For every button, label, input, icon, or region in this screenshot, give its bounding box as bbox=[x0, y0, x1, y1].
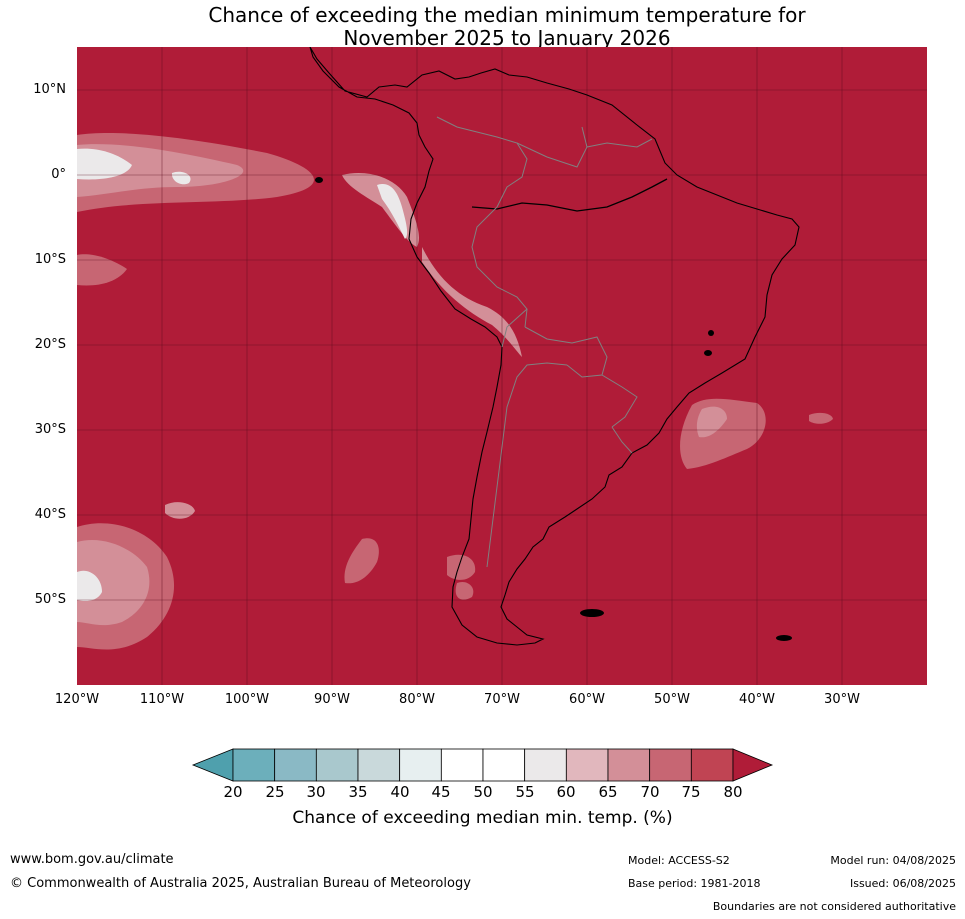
lon-label: 40°W bbox=[739, 692, 775, 707]
lat-label: 0° bbox=[51, 167, 66, 182]
lon-label: 50°W bbox=[654, 692, 690, 707]
colorbar-tick: 30 bbox=[306, 783, 326, 801]
boundaries-disclaimer: Boundaries are not considered authoritat… bbox=[712, 900, 956, 913]
colorbar-cell bbox=[524, 748, 567, 782]
colorbar-cell bbox=[357, 748, 401, 782]
south-america-coastline bbox=[309, 47, 800, 646]
colorbar bbox=[190, 745, 775, 785]
model-name: Model: ACCESS-S2 bbox=[628, 854, 730, 867]
colorbar-high-extend bbox=[732, 748, 774, 782]
colorbar-cell bbox=[565, 748, 609, 782]
islands bbox=[315, 177, 792, 641]
lon-label: 90°W bbox=[314, 692, 350, 707]
amazon-river bbox=[471, 178, 668, 212]
colorbar-cell bbox=[690, 748, 734, 782]
title-line-2: November 2025 to January 2026 bbox=[343, 26, 671, 50]
lon-label: 70°W bbox=[484, 692, 520, 707]
colorbar-cell bbox=[607, 748, 651, 782]
colorbar-cell bbox=[482, 748, 526, 782]
colorbar-tick: 60 bbox=[556, 783, 576, 801]
colorbar-tick: 55 bbox=[515, 783, 535, 801]
lon-label: 120°W bbox=[54, 692, 100, 707]
colorbar-cell bbox=[440, 748, 484, 782]
website-link[interactable]: www.bom.gov.au/climate bbox=[10, 852, 174, 867]
map-area bbox=[77, 47, 927, 685]
colorbar-tick: 70 bbox=[640, 783, 660, 801]
colorbar-tick: 40 bbox=[390, 783, 410, 801]
colorbar-low-extend bbox=[191, 748, 234, 782]
lat-label: 50°S bbox=[34, 592, 66, 607]
model-run-date: Model run: 04/08/2025 bbox=[830, 854, 956, 867]
colorbar-tick: 80 bbox=[723, 783, 743, 801]
country-borders bbox=[436, 116, 653, 568]
colorbar-cell bbox=[274, 748, 317, 782]
colorbar-svg bbox=[191, 748, 774, 782]
map-canvas bbox=[77, 47, 927, 685]
lon-label: 30°W bbox=[824, 692, 860, 707]
lat-label: 10°N bbox=[33, 82, 66, 97]
base-period: Base period: 1981-2018 bbox=[628, 877, 761, 890]
colorbar-cell bbox=[232, 748, 276, 782]
colorbar-tick: 45 bbox=[431, 783, 451, 801]
copyright-text: © Commonwealth of Australia 2025, Austra… bbox=[10, 876, 471, 891]
colorbar-tick: 35 bbox=[348, 783, 368, 801]
map-title: Chance of exceeding the median minimum t… bbox=[77, 4, 937, 50]
colorbar-cell bbox=[315, 748, 359, 782]
lat-label: 40°S bbox=[34, 507, 66, 522]
colorbar-cell bbox=[649, 748, 692, 782]
colorbar-cell bbox=[399, 748, 442, 782]
lat-label: 20°S bbox=[34, 337, 66, 352]
lon-label: 80°W bbox=[399, 692, 435, 707]
lon-label: 110°W bbox=[139, 692, 185, 707]
colorbar-label: Chance of exceeding median min. temp. (%… bbox=[292, 808, 673, 828]
colorbar-tick: 20 bbox=[223, 783, 243, 801]
issued-date: Issued: 06/08/2025 bbox=[849, 877, 956, 890]
lon-label: 100°W bbox=[224, 692, 270, 707]
title-line-1: Chance of exceeding the median minimum t… bbox=[208, 3, 806, 27]
lat-label: 10°S bbox=[34, 252, 66, 267]
colorbar-tick: 50 bbox=[473, 783, 493, 801]
lon-label: 60°W bbox=[569, 692, 605, 707]
colorbar-tick: 25 bbox=[265, 783, 285, 801]
shading-lighter-regions bbox=[77, 133, 833, 650]
lat-label: 30°S bbox=[34, 422, 66, 437]
colorbar-tick: 65 bbox=[598, 783, 618, 801]
colorbar-tick: 75 bbox=[681, 783, 701, 801]
